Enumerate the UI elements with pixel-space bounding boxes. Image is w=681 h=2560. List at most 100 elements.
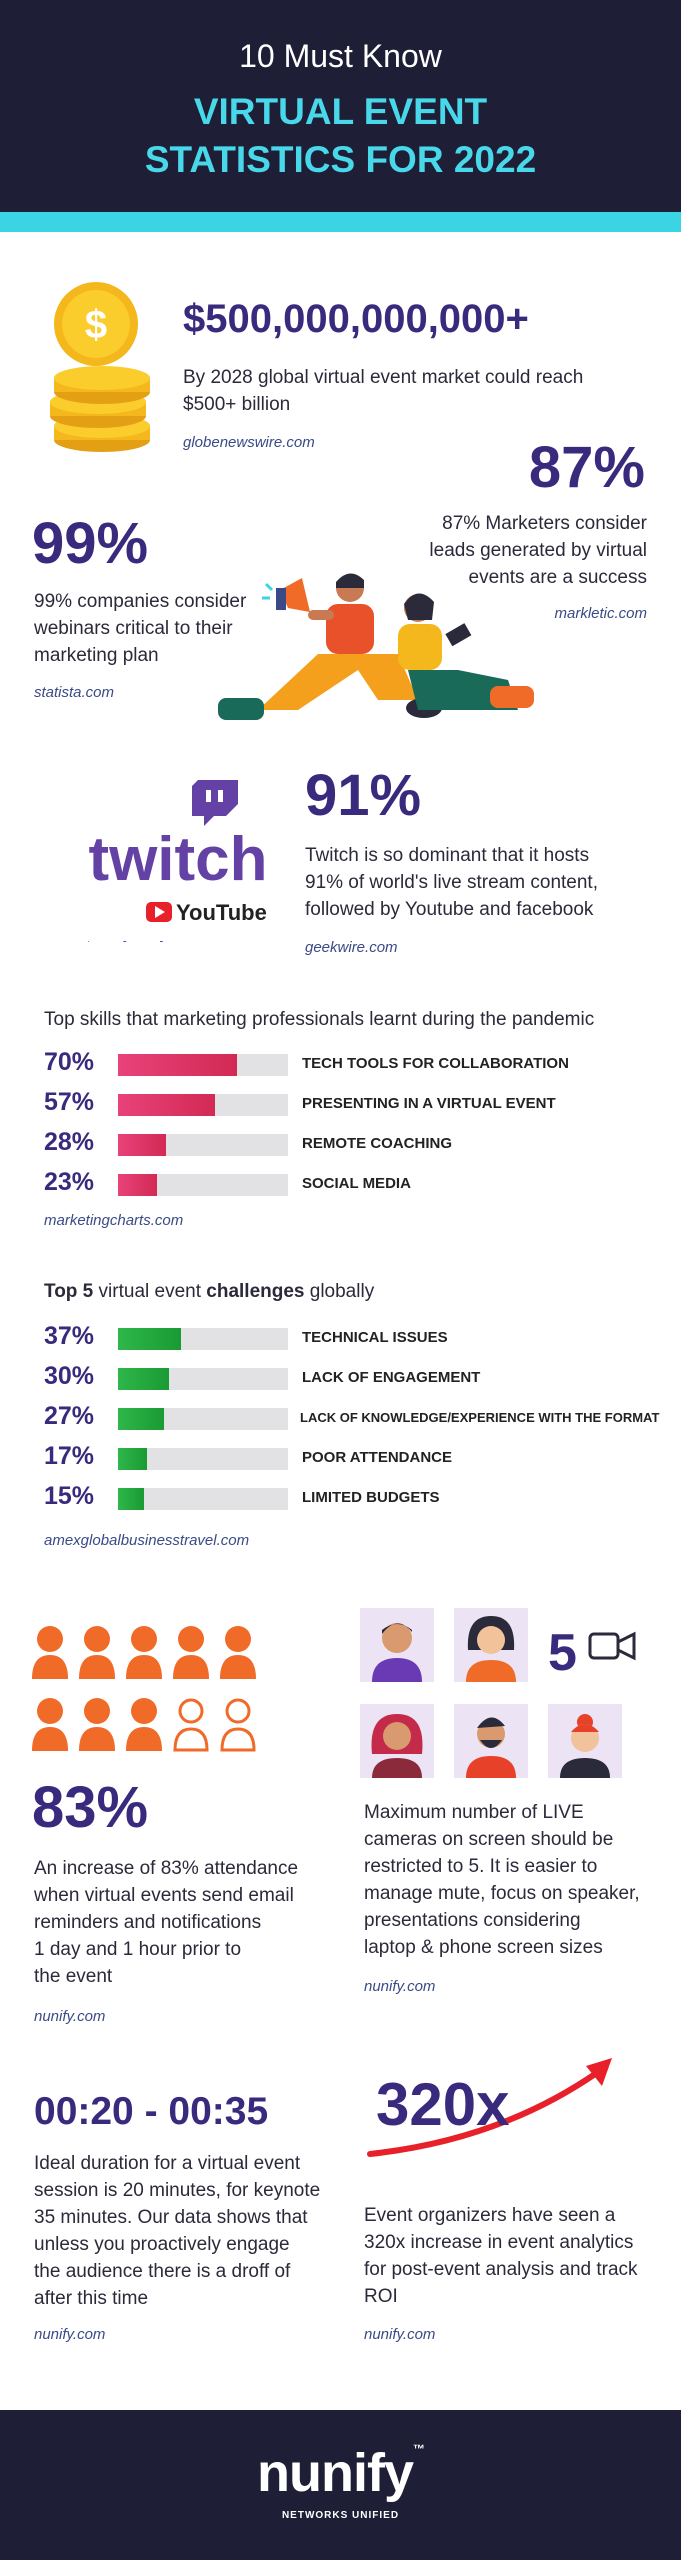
skills-source: marketingcharts.com (44, 1212, 184, 1229)
twitch-logo: twitch YouTube facebook (88, 780, 268, 942)
duration-text-line1: Ideal duration for a virtual event (34, 2153, 301, 2174)
header-title-line1: VIRTUAL EVENT (193, 91, 488, 132)
webinars-source: statista.com (34, 684, 115, 701)
person-icon (126, 1698, 162, 1751)
twitch-text-line3: followed by Youtube and facebook (305, 899, 594, 920)
person-icon (79, 1626, 115, 1679)
market-value: $500,000,000,000+ (183, 297, 529, 341)
person-icon (126, 1626, 162, 1679)
duration-text-line3: 35 minutes. Our data shows that (34, 2207, 308, 2228)
challenge-row: 30% LACK OF ENGAGEMENT (0, 1358, 681, 1398)
leads-text-line2: leads generated by virtual (429, 540, 647, 561)
challenge-pct: 15% (44, 1482, 95, 1510)
challenge-label: LACK OF ENGAGEMENT (302, 1369, 481, 1386)
attendance-text-line3: reminders and notifications (34, 1912, 262, 1933)
cameras-text-line5: presentations considering (364, 1910, 581, 1931)
skill-pct: 28% (44, 1128, 95, 1156)
person-icon (32, 1698, 68, 1751)
challenge-label: POOR ATTENDANCE (302, 1449, 452, 1466)
skill-bar-fill (118, 1134, 166, 1156)
challenges-title-bold: challenges (206, 1281, 305, 1302)
person-icon (220, 1626, 256, 1679)
analytics-text-line1: Event organizers have seen a (364, 2205, 616, 2226)
twitch-text-line1: Twitch is so dominant that it hosts (305, 845, 590, 866)
skill-bar-fill (118, 1174, 158, 1196)
twitch-source: geekwire.com (305, 939, 398, 956)
challenges-title: Top 5 virtual event challenges globally (44, 1281, 374, 1303)
webinars-text-line3: marketing plan (34, 645, 159, 666)
challenge-bar-fill (118, 1488, 144, 1510)
skill-bar-track (118, 1134, 288, 1156)
challenge-row: 15% LIMITED BUDGETS (0, 1478, 681, 1518)
challenge-bar-track (118, 1488, 288, 1510)
webinars-value: 99% (32, 511, 149, 576)
cameras-text-line1: Maximum number of LIVE (364, 1802, 584, 1823)
attendance-source: nunify.com (34, 2008, 106, 2025)
person-outline-icon (220, 1698, 256, 1752)
challenge-bar-track (118, 1408, 288, 1430)
analytics-text-line2: 320x increase in event analytics (364, 2232, 634, 2253)
footer-logo-tm: ™ (412, 2442, 425, 2456)
twitch-wordmark: twitch (88, 825, 267, 894)
duration-text-line4: unless you proactively engage (34, 2234, 290, 2255)
cameras-text-line6: laptop & phone screen sizes (364, 1937, 603, 1958)
person-outline-icon (173, 1698, 209, 1752)
webinars-text-line2: webinars critical to their (34, 618, 233, 639)
cameras-text-line3: restricted to 5. It is easier to (364, 1856, 598, 1877)
youtube-wordmark: YouTube (176, 900, 267, 925)
person-icon (173, 1626, 209, 1679)
challenges-source: amexglobalbusinesstravel.com (44, 1532, 250, 1549)
leads-source: markletic.com (554, 605, 647, 622)
avatars-grid: 5 (360, 1608, 636, 1778)
challenges-title-pre: Top 5 (44, 1281, 94, 1302)
analytics-value: 320x (376, 2071, 510, 2138)
cameras-text-line4: manage mute, focus on speaker, (364, 1883, 640, 1904)
skill-label: SOCIAL MEDIA (302, 1175, 411, 1192)
svg-text:$: $ (85, 303, 107, 347)
skill-row: 57% PRESENTING IN A VIRTUAL EVENT (0, 1084, 681, 1124)
challenges-title-mid: virtual event (93, 1281, 207, 1302)
market-text-line1: By 2028 global virtual event market coul… (183, 367, 584, 388)
coin-stack-icon: $ (50, 282, 150, 452)
challenge-label: TECHNICAL ISSUES (302, 1329, 448, 1346)
skill-bar-track (118, 1054, 288, 1076)
skill-label: PRESENTING IN A VIRTUAL EVENT (302, 1095, 556, 1112)
challenge-label: LIMITED BUDGETS (302, 1489, 440, 1506)
leads-text-line3: events are a success (468, 567, 647, 588)
challenge-pct: 30% (44, 1362, 95, 1390)
facebook-wordmark: facebook (88, 939, 171, 942)
duration-text-line6: after this time (34, 2288, 149, 2309)
header-title-line2: STATISTICS FOR 2022 (144, 139, 537, 180)
skill-pct: 57% (44, 1088, 95, 1116)
skill-row: 70% TECH TOOLS FOR COLLABORATION (0, 1044, 681, 1084)
leads-text-line1: 87% Marketers consider (442, 513, 647, 534)
challenge-bar-track (118, 1448, 288, 1470)
header-stripe (0, 212, 681, 232)
skill-label: REMOTE COACHING (302, 1135, 452, 1152)
skill-label: TECH TOOLS FOR COLLABORATION (302, 1055, 569, 1072)
footer-logo: nunify™ (0, 2442, 681, 2504)
cameras-text-line2: cameras on screen should be (364, 1829, 614, 1850)
challenge-bar-fill (118, 1448, 147, 1470)
analytics-text-line3: for post-event analysis and track (364, 2259, 638, 2280)
analytics-source: nunify.com (364, 2326, 436, 2343)
market-text-line2: $500+ billion (183, 394, 291, 415)
challenge-label: LACK OF KNOWLEDGE/EXPERIENCE WITH THE FO… (300, 1410, 660, 1425)
challenge-bar-track (118, 1328, 288, 1350)
attendance-text-line4: 1 day and 1 hour prior to (34, 1939, 242, 1960)
header-banner (0, 0, 681, 212)
skill-bar-fill (118, 1094, 215, 1116)
challenge-bar-track (118, 1368, 288, 1390)
skill-pct: 70% (44, 1048, 95, 1076)
header-subtitle: 10 Must Know (239, 38, 442, 74)
skill-row: 23% SOCIAL MEDIA (0, 1164, 681, 1204)
camera-icon (588, 1631, 636, 1661)
challenge-row: 27% LACK OF KNOWLEDGE/EXPERIENCE WITH THE… (0, 1398, 681, 1438)
skills-title: Top skills that marketing professionals … (44, 1009, 595, 1030)
challenge-pct: 27% (44, 1402, 95, 1430)
challenges-title-post: globally (304, 1281, 375, 1302)
person-icon (79, 1698, 115, 1751)
market-source: globenewswire.com (183, 434, 315, 451)
challenge-row: 17% POOR ATTENDANCE (0, 1438, 681, 1478)
skill-row: 28% REMOTE COACHING (0, 1124, 681, 1164)
